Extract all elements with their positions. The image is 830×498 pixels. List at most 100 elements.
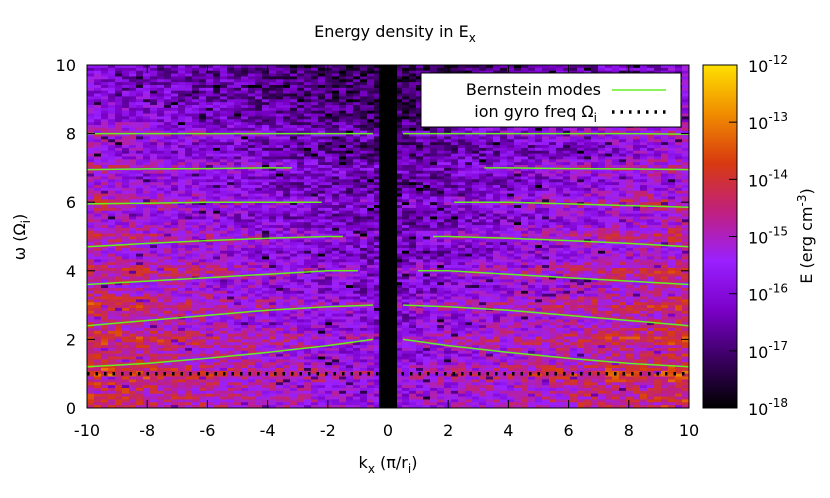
heatmap-cell [409, 85, 417, 89]
heatmap-cell [178, 225, 186, 229]
heatmap-cell [374, 79, 382, 83]
heatmap-cell [395, 176, 403, 180]
heatmap-cell [507, 147, 515, 152]
heatmap-cell [220, 216, 228, 220]
heatmap-cell [444, 159, 452, 163]
heatmap-cell [465, 219, 473, 223]
heatmap-cell [108, 107, 116, 112]
heatmap-cell [598, 216, 606, 220]
heatmap-cell [150, 202, 158, 206]
heatmap-cell [577, 225, 585, 229]
heatmap-cell [311, 79, 319, 83]
heatmap-cell [150, 179, 158, 183]
heatmap-cell [367, 170, 375, 175]
heatmap-cell [423, 187, 431, 192]
heatmap-cell [122, 227, 130, 232]
heatmap-cell [150, 156, 158, 160]
heatmap-cell [220, 107, 228, 112]
heatmap-cell [297, 207, 305, 212]
heatmap-cell [682, 102, 689, 106]
heatmap-cell [339, 142, 347, 146]
heatmap-cell [101, 230, 109, 235]
heatmap-cell [206, 199, 214, 203]
heatmap-cell [612, 165, 620, 169]
heatmap-cell [668, 227, 676, 232]
heatmap-cell [283, 136, 291, 140]
heatmap-cell [136, 159, 144, 163]
heatmap-cell [353, 110, 361, 115]
heatmap-cell [143, 90, 151, 95]
heatmap-cell [563, 133, 571, 138]
heatmap-cell [416, 173, 424, 178]
heatmap-cell [451, 173, 459, 178]
heatmap-cell [360, 122, 368, 126]
heatmap-cell [227, 182, 235, 186]
heatmap-cell [262, 227, 270, 232]
heatmap-cell [115, 116, 123, 120]
heatmap-cell [423, 193, 431, 198]
heatmap-cell [262, 196, 270, 200]
heatmap-cell [304, 142, 312, 146]
heatmap-cell [248, 147, 256, 152]
heatmap-cell [283, 173, 291, 178]
heatmap-cell [213, 113, 221, 118]
heatmap-cell [654, 196, 662, 200]
heatmap-cell [241, 147, 249, 152]
heatmap-cell [430, 190, 438, 195]
heatmap-cell [458, 210, 466, 215]
heatmap-cell [577, 219, 585, 223]
heatmap-cell [409, 122, 417, 126]
heatmap-cell [171, 147, 179, 152]
heatmap-cell [402, 99, 410, 103]
heatmap-cell [255, 76, 263, 80]
heatmap-cell [353, 90, 361, 95]
heatmap-cell [220, 196, 228, 200]
heatmap-cell [465, 133, 473, 138]
heatmap-cell [227, 90, 235, 95]
heatmap-cell [122, 85, 130, 89]
heatmap-cell [318, 162, 326, 166]
heatmap-cell [605, 176, 613, 180]
heatmap-cell [164, 162, 172, 166]
heatmap-cell [318, 219, 326, 223]
heatmap-cell [143, 230, 151, 235]
heatmap-cell [451, 156, 459, 160]
heatmap-cell [199, 147, 207, 152]
heatmap-cell [164, 196, 172, 200]
heatmap-cell [241, 193, 249, 198]
heatmap-cell [115, 199, 123, 203]
heatmap-cell [234, 96, 242, 100]
heatmap-cell [262, 142, 270, 146]
heatmap-cell [164, 142, 172, 146]
heatmap-cell [304, 187, 312, 192]
heatmap-cell [220, 125, 228, 129]
heatmap-cell [108, 176, 116, 180]
heatmap-cell [290, 130, 298, 135]
heatmap-cell [262, 182, 270, 186]
heatmap-cell [374, 127, 382, 132]
heatmap-cell [472, 202, 480, 206]
heatmap-cell [367, 182, 375, 186]
heatmap-cell [521, 65, 529, 69]
heatmap-cell [304, 145, 312, 149]
heatmap-cell [423, 139, 431, 143]
heatmap-cell [479, 179, 487, 183]
heatmap-cell [276, 216, 284, 220]
heatmap-cell [472, 173, 480, 178]
heatmap-cell [360, 227, 368, 232]
heatmap-cell [556, 70, 564, 75]
heatmap-cell [290, 113, 298, 118]
heatmap-cell [451, 70, 459, 75]
heatmap-cell [101, 156, 109, 160]
heatmap-cell [402, 73, 410, 78]
heatmap-cell [612, 150, 620, 155]
heatmap-cell [192, 125, 200, 129]
heatmap-cell [598, 65, 606, 69]
heatmap-cell [409, 90, 417, 95]
heatmap-cell [423, 216, 431, 220]
heatmap-cell [332, 193, 340, 198]
heatmap-cell [437, 127, 445, 132]
heatmap-cell [402, 147, 410, 152]
heatmap-cell [423, 176, 431, 180]
heatmap-cell [360, 93, 368, 98]
